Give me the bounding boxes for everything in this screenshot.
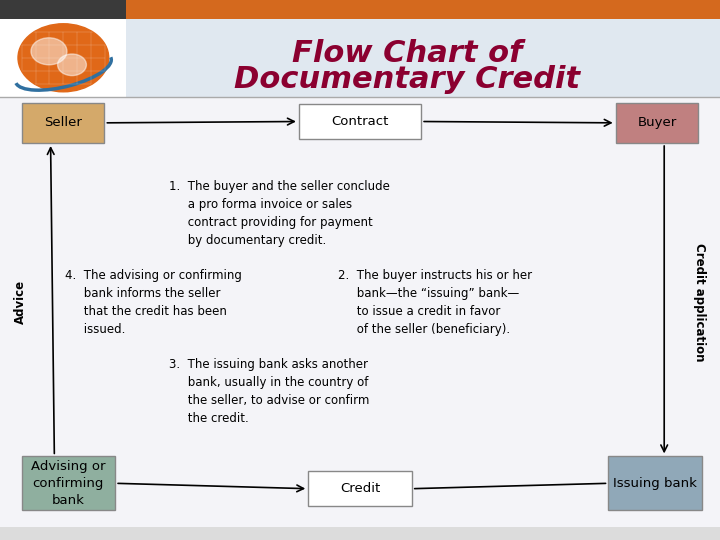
Text: Credit application: Credit application bbox=[693, 243, 706, 362]
Bar bbox=[126, 0, 720, 19]
Bar bbox=[608, 456, 702, 510]
Bar bbox=[0, 97, 720, 540]
Text: Credit: Credit bbox=[340, 482, 380, 495]
Bar bbox=[616, 103, 698, 143]
Text: 1.  The buyer and the seller conclude
     a pro forma invoice or sales
     con: 1. The buyer and the seller conclude a p… bbox=[169, 180, 390, 247]
Text: Documentary Credit: Documentary Credit bbox=[234, 65, 580, 94]
Bar bbox=[22, 103, 104, 143]
Bar bbox=[0, 0, 126, 19]
Bar bbox=[0, 19, 126, 97]
Bar bbox=[22, 456, 115, 510]
Text: Advising or
confirming
bank: Advising or confirming bank bbox=[31, 460, 106, 507]
Circle shape bbox=[58, 54, 86, 76]
Text: Buyer: Buyer bbox=[637, 116, 677, 130]
Text: Flow Chart of: Flow Chart of bbox=[292, 39, 522, 69]
Text: 3.  The issuing bank asks another
     bank, usually in the country of
     the : 3. The issuing bank asks another bank, u… bbox=[169, 358, 369, 425]
Circle shape bbox=[31, 38, 67, 65]
Bar bbox=[299, 104, 421, 139]
Text: Seller: Seller bbox=[44, 116, 82, 130]
Text: Contract: Contract bbox=[331, 115, 389, 128]
Bar bbox=[308, 471, 412, 506]
Circle shape bbox=[18, 24, 109, 92]
Bar bbox=[0, 526, 720, 540]
Bar bbox=[0, 0, 720, 97]
Text: Advice: Advice bbox=[14, 280, 27, 325]
Text: Issuing bank: Issuing bank bbox=[613, 477, 697, 490]
Text: 2.  The buyer instructs his or her
     bank—the “issuing” bank—
     to issue a: 2. The buyer instructs his or her bank—t… bbox=[338, 269, 533, 336]
Text: 4.  The advising or confirming
     bank informs the seller
     that the credit: 4. The advising or confirming bank infor… bbox=[65, 269, 242, 336]
